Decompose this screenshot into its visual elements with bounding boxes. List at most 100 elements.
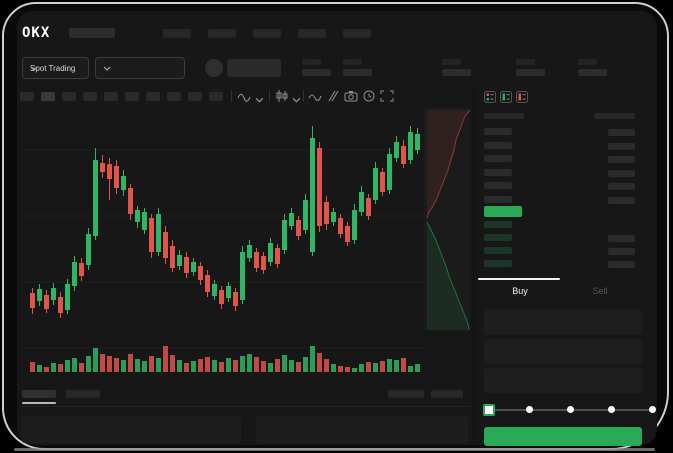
slider-stop[interactable]	[608, 406, 615, 413]
bid-price-row[interactable]	[484, 221, 512, 228]
candle	[373, 162, 378, 204]
coin-icon	[205, 59, 223, 77]
bottom-right-panel	[256, 416, 468, 443]
last-price-bar[interactable]	[484, 206, 522, 217]
candle	[233, 288, 238, 311]
bottom-action-button[interactable]	[388, 390, 424, 398]
timeframe-chip[interactable]	[41, 92, 55, 101]
slider-stop[interactable]	[649, 406, 656, 413]
timeframe-chip[interactable]	[167, 92, 181, 101]
candle-style-icon[interactable]	[275, 90, 289, 102]
candle	[58, 292, 63, 318]
slider-stop[interactable]	[526, 406, 533, 413]
volume-bar	[296, 362, 301, 372]
pair-selector-dropdown[interactable]	[95, 57, 185, 79]
timeframe-chip[interactable]	[209, 92, 223, 101]
ask-price-row[interactable]	[484, 182, 512, 189]
nav-item-placeholder[interactable]	[163, 29, 191, 38]
candle	[72, 256, 77, 291]
candle	[51, 283, 56, 305]
volume-bar	[268, 363, 273, 372]
market-type-dropdown[interactable]: Spot Trading	[22, 57, 89, 79]
combined-book-view-icon[interactable]	[484, 91, 496, 103]
order-form-field[interactable]	[484, 368, 642, 393]
ask-price-row[interactable]	[484, 141, 512, 149]
order-book	[478, 85, 656, 280]
history-clock-icon[interactable]	[362, 90, 376, 102]
bottom-action-button[interactable]	[431, 390, 463, 398]
draw-tool-icon[interactable]	[326, 90, 340, 102]
stat-group	[343, 58, 373, 76]
tab-sell[interactable]: Sell	[592, 286, 608, 296]
candle	[268, 238, 273, 266]
indicator-wave-icon[interactable]	[237, 91, 251, 103]
timeframe-chip[interactable]	[146, 92, 160, 101]
volume-bar	[380, 361, 385, 372]
timeframe-chip[interactable]	[83, 92, 97, 101]
volume-bar	[51, 363, 56, 372]
bid-price-row[interactable]	[484, 247, 512, 254]
timeframe-chip[interactable]	[125, 92, 139, 101]
candlestick-chart[interactable]	[22, 108, 424, 378]
nav-item-placeholder[interactable]	[298, 29, 326, 38]
tab-buy[interactable]: Buy	[512, 286, 528, 296]
bid-price-row[interactable]	[484, 260, 512, 267]
chevron-down-icon[interactable]	[292, 94, 301, 106]
asks-book-view-icon[interactable]	[516, 91, 528, 103]
bottom-tab-active-underline	[22, 402, 56, 404]
chevron-down-icon[interactable]	[255, 94, 264, 106]
camera-icon[interactable]	[344, 90, 358, 102]
candle	[184, 252, 189, 278]
ask-price-row[interactable]	[484, 155, 512, 162]
ask-price-row[interactable]	[484, 168, 512, 176]
timeframe-chip[interactable]	[62, 92, 76, 101]
nav-item-placeholder[interactable]	[208, 29, 236, 38]
bottom-tab[interactable]	[66, 390, 100, 398]
candle	[135, 206, 140, 228]
amount-percent-slider[interactable]	[483, 403, 656, 416]
slider-handle[interactable]	[483, 404, 495, 416]
candle	[240, 246, 245, 304]
volume-bar	[107, 356, 112, 372]
timeframe-chip[interactable]	[20, 92, 34, 101]
ask-amount-row	[608, 169, 635, 177]
ask-amount-row	[608, 129, 635, 136]
timeframe-chip[interactable]	[104, 92, 118, 101]
volume-bar	[233, 360, 238, 372]
ask-price-row[interactable]	[484, 128, 512, 135]
candle	[177, 250, 182, 270]
order-form-field[interactable]	[484, 310, 642, 335]
volume-bar	[415, 364, 420, 372]
bottom-tab-active[interactable]	[22, 390, 56, 398]
stat-label-placeholder	[302, 59, 321, 65]
volume-bar	[219, 362, 224, 372]
volume-bar	[247, 354, 252, 372]
candle	[352, 204, 357, 244]
order-form-field[interactable]	[484, 339, 642, 364]
candle	[408, 126, 413, 164]
device-base-edge	[14, 448, 655, 451]
buy-button[interactable]	[484, 427, 642, 446]
candle	[303, 194, 308, 234]
stat-group	[516, 58, 546, 76]
nav-item-placeholder[interactable]	[343, 29, 371, 38]
volume-bar	[142, 361, 147, 372]
volume-bar	[65, 360, 70, 372]
line-tool-icon[interactable]	[308, 91, 322, 103]
timeframe-chip[interactable]	[188, 92, 202, 101]
ask-price-row[interactable]	[484, 195, 512, 203]
candle	[254, 248, 259, 272]
volume-bar	[100, 354, 105, 372]
fullscreen-icon[interactable]	[380, 90, 394, 102]
stat-label-placeholder	[578, 59, 597, 65]
bids-book-view-icon[interactable]	[500, 91, 512, 103]
logo-adjacent-placeholder	[69, 28, 115, 38]
candle	[156, 208, 161, 256]
bid-price-row[interactable]	[484, 234, 512, 241]
candle	[163, 226, 168, 264]
slider-stop[interactable]	[567, 406, 574, 413]
candle	[142, 208, 147, 234]
candle	[310, 126, 315, 256]
nav-item-placeholder[interactable]	[253, 29, 281, 38]
